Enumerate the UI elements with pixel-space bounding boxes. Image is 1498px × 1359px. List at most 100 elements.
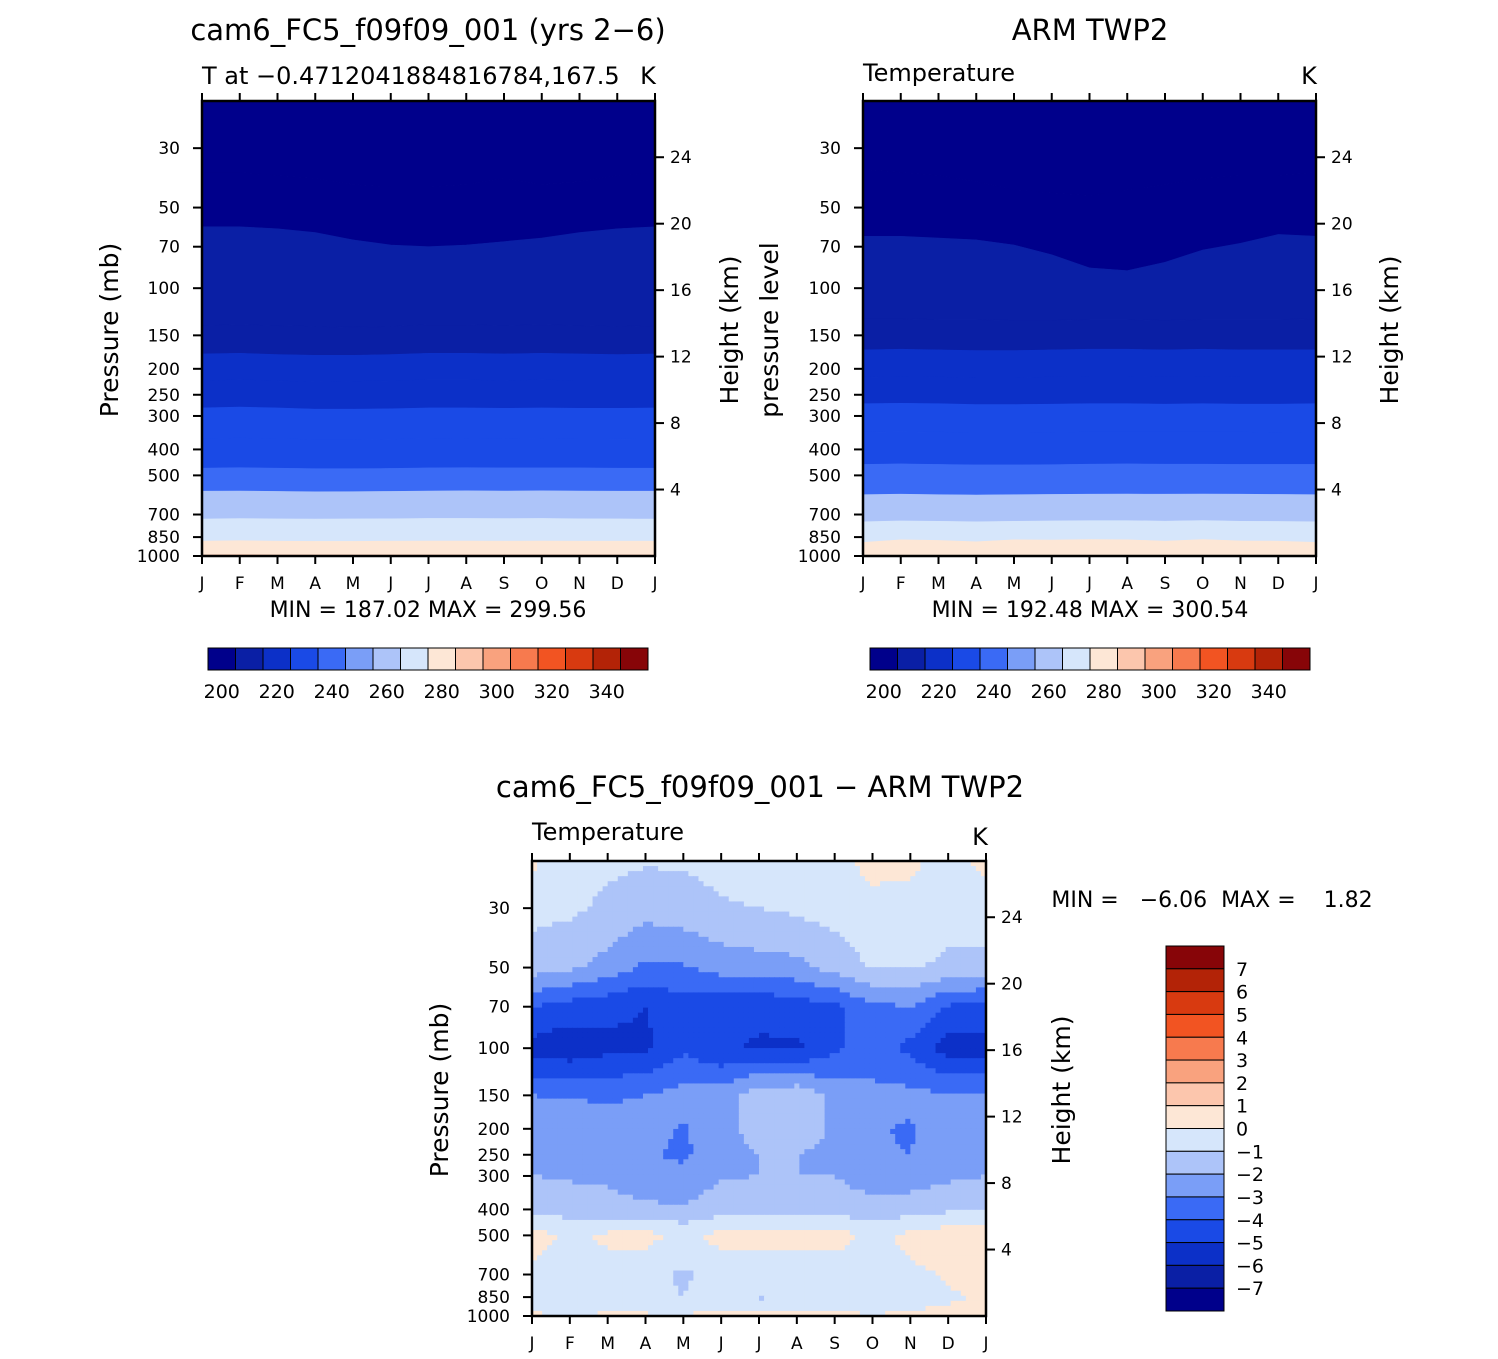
contour-cell [915,1118,922,1125]
contour-cell [915,861,922,867]
contour-cell [869,1037,876,1044]
contour-cell [713,901,720,908]
contour-cell [733,1078,740,1085]
contour-cell [738,997,745,1004]
contour-cell [612,881,619,887]
contour-cell [895,977,901,983]
contour-cell [804,861,811,867]
contour-cell [718,906,725,913]
colorbar-box [290,647,319,671]
contour-cell [552,992,558,999]
contour-cell [784,931,790,938]
contour-band [201,100,656,188]
contour-cell [673,1083,679,1090]
contour-cell [587,941,594,948]
contour-cell [849,886,856,892]
contour-cell [910,957,916,963]
contour-cell [713,1002,720,1009]
contour-cell [572,911,578,918]
contour-cell [804,1007,811,1014]
contour-cell [799,1113,805,1120]
contour-cell [723,1113,730,1120]
contour-cell [854,992,861,999]
contour-cell [733,952,740,958]
contour-cell [577,1007,584,1014]
contour-cell [824,1093,831,1100]
contour-cell [668,881,674,887]
contour-cell [753,886,760,892]
contour-cell [537,962,543,968]
contour-cell [607,871,614,877]
contour-cell [819,891,826,897]
contour-cell [970,881,977,887]
contour-cell [683,1027,689,1034]
contour-cell [960,906,967,913]
contour-cell [829,1043,836,1049]
contour-cell [834,866,841,872]
contour-cell [637,1053,644,1059]
contour-cell [864,952,871,958]
contour-cell [688,1058,695,1064]
contour-cell [748,901,755,908]
contour-cell [733,987,740,994]
contour-cell [940,901,947,908]
contour-cell [547,1078,553,1085]
contour-cell [764,906,770,913]
contour-cell [673,972,679,978]
contour-cell [774,1032,780,1039]
contour-cell [688,977,695,983]
contour-cell [869,901,876,908]
contour-cell [759,1103,765,1110]
contour-cell [738,936,745,943]
contour-cell [880,926,886,933]
contour-cell [915,891,922,897]
contour-cell [728,1073,735,1079]
contour-cell [869,1032,876,1039]
contour-cell [875,997,881,1004]
x-tick-label: D [1272,574,1285,594]
contour-cell [718,1012,725,1019]
contour-cell [875,871,881,877]
colorbar-box [869,647,898,671]
contour-cell [602,936,609,943]
contour-cell [890,1098,896,1105]
contour-cell [642,952,649,958]
contour-cell [859,1108,866,1115]
contour-cell [915,941,922,948]
contour-cell [713,962,720,968]
contour-cell [567,861,573,867]
contour-cell [940,906,947,913]
contour-cell [950,1078,957,1085]
contour-cell [814,1103,821,1110]
contour-cell [668,1053,674,1059]
contour-cell [930,982,937,988]
contour-cell [869,972,876,978]
contour-cell [774,1103,780,1110]
contour-cell [794,1017,800,1024]
contour-cell [648,957,654,963]
contour-cell [814,931,821,938]
contour-cell [875,896,881,903]
contour-cell [844,1103,851,1110]
contour-cell [804,1063,811,1069]
contour-cell [648,1007,654,1014]
contour-cell [849,941,856,948]
contour-cell [567,1073,573,1079]
contour-cell [809,1093,816,1100]
contour-cell [653,891,659,897]
contour-cell [718,1093,725,1100]
contour-cell [854,871,861,877]
contour-cell [627,1108,634,1115]
contour-cell [965,1002,972,1009]
contour-cell [648,977,654,983]
contour-cell [622,957,629,963]
contour-cell [703,1083,710,1090]
contour-cell [824,1017,831,1024]
contour-cell [713,952,720,958]
contour-cell [864,1012,871,1019]
contour-cell [844,911,851,918]
contour-cell [688,1083,695,1090]
contour-cell [965,1098,972,1105]
contour-cell [779,921,785,928]
contour-cell [542,876,548,882]
